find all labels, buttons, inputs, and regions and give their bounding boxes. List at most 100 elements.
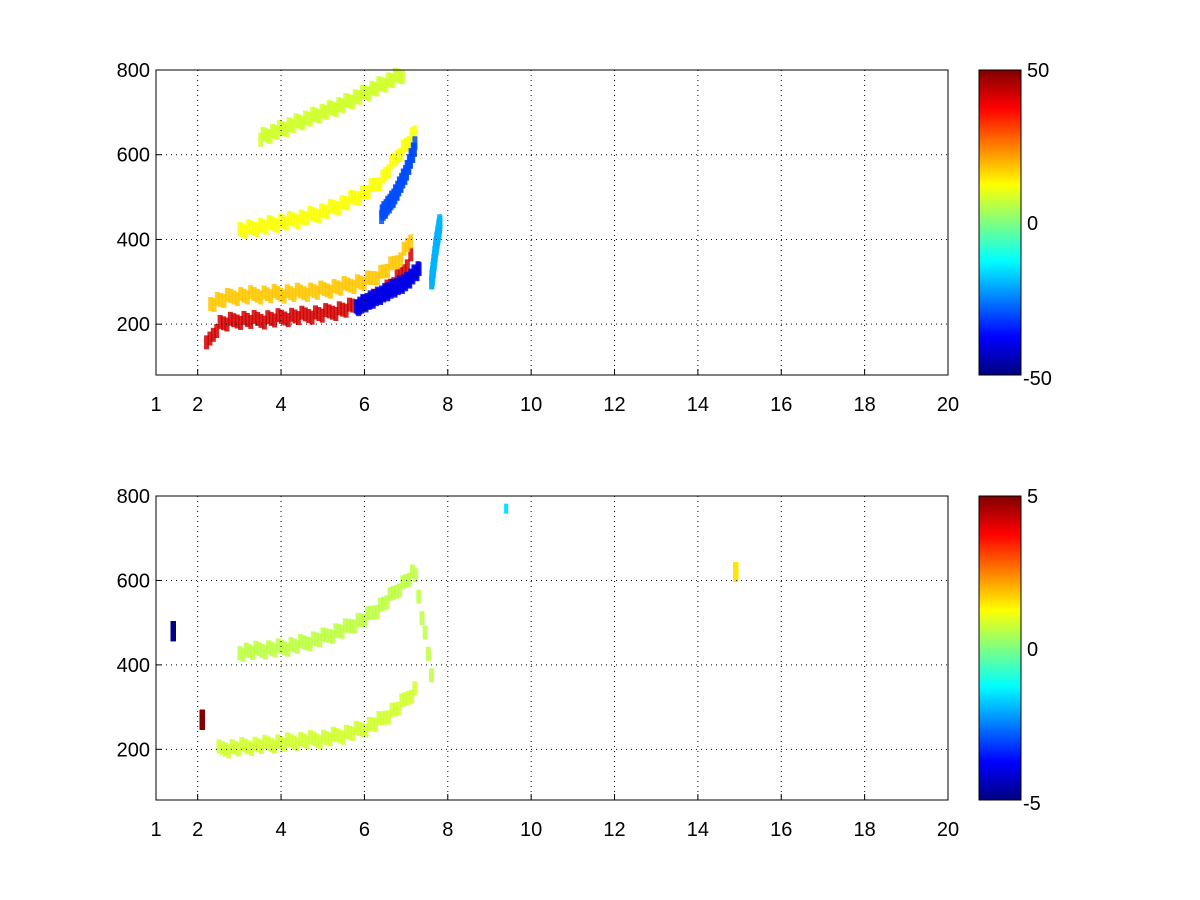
heatmap-cell [318,280,324,295]
heatmap-cell [358,275,364,290]
heatmap-cell [396,701,402,716]
heatmap-cell [227,311,233,326]
heatmap-cell [324,731,330,746]
top-grid [156,70,948,375]
top-heatmap-cells [204,67,443,350]
heatmap-cell [260,219,266,234]
top-axes-box [155,69,949,376]
heatmap-cell [307,730,313,745]
heatmap-cell [321,729,327,744]
heatmap-cell [316,307,322,322]
heatmap-cell [336,624,342,639]
heatmap-cell [254,223,260,238]
heatmap-cell [334,280,340,295]
heatmap-cell [288,637,294,652]
x-tick-label: 16 [770,819,792,841]
heatmap-cell [368,178,374,193]
heatmap-cell [282,641,288,656]
heatmap-cell [412,125,418,140]
heatmap-cell [239,737,245,752]
heatmap-cell [392,702,398,717]
heatmap-cell [360,722,366,737]
heatmap-cell [330,629,336,644]
heatmap-cell [286,210,292,225]
heatmap-cell [319,203,325,218]
heatmap-cell [333,623,339,638]
heatmap-cell [393,584,399,599]
heatmap-cell [321,204,327,219]
heatmap-cell [291,287,297,302]
heatmap-cell [307,637,313,652]
heatmap-cell [257,217,263,232]
heatmap-cell [326,628,332,643]
heatmap-cell [341,276,347,291]
heatmap-cell [349,619,355,634]
heatmap-cell [291,735,297,750]
heatmap-cell [268,289,274,304]
heatmap-cell [218,292,224,307]
heatmap-cell [333,200,339,215]
heatmap-cell [259,643,265,658]
heatmap-cell [374,271,380,286]
heatmap-cell [278,287,284,302]
heatmap-cell [338,281,344,296]
heatmap-cell [211,297,217,312]
heatmap-cell [304,636,310,651]
heatmap-cell [258,290,264,305]
heatmap-cell [352,619,358,634]
heatmap-cell [241,288,247,303]
heatmap-cell [412,136,418,151]
heatmap-cell [404,259,410,274]
heatmap-cell [237,221,243,236]
heatmap-cell [365,185,371,200]
bottom-x-ticks: 1 2 4 6 8 10 12 14 16 18 20 [150,794,959,841]
heatmap-cell [253,640,259,655]
heatmap-cell [258,313,264,328]
heatmap-cell [266,215,272,230]
heatmap-cell [394,149,400,164]
heatmap-cell [292,213,298,228]
heatmap-cell [301,733,307,748]
heatmap-cell [392,152,398,167]
heatmap-cell [323,628,329,643]
heatmap-cell [377,597,383,612]
heatmap-cell [307,205,313,220]
heatmap-cell [265,310,271,325]
bottom-y-ticks: 200 400 600 800 [117,486,162,761]
heatmap-cell [314,632,320,647]
heatmap-cell [204,335,210,350]
heatmap-cell [308,282,314,297]
heatmap-cell [269,216,275,231]
heatmap-cell [268,311,274,326]
heatmap-cell [242,738,248,753]
heatmap-cell [274,285,280,300]
heatmap-cell [340,302,346,317]
heatmap-cell [361,276,367,291]
heatmap-cell [342,196,348,211]
heatmap-cell [402,692,408,707]
heatmap-cell [377,177,383,192]
heatmap-cell [409,689,415,704]
heatmap-cell [262,734,268,749]
x-tick-label: 4 [275,394,286,416]
heatmap-cell [261,285,267,300]
heatmap-cell [199,711,205,726]
heatmap-cell [207,331,213,346]
heatmap-cell [281,215,287,230]
heatmap-cell [298,209,304,224]
heatmap-cell [266,640,272,655]
heatmap-cell [319,308,325,323]
heatmap-cell [251,286,257,301]
heatmap-cell [398,267,404,282]
heatmap-cell [416,589,422,604]
heatmap-cell [245,740,251,755]
heatmap-cell [223,742,229,757]
heatmap-cell [342,618,348,633]
top-x-ticks: 1 2 4 6 8 10 12 14 16 18 20 [150,369,959,416]
heatmap-cell [272,739,278,754]
heatmap-cell [351,190,357,205]
heatmap-cell [304,211,310,226]
heatmap-cell [343,303,349,318]
heatmap-cell [344,277,350,292]
heatmap-cell [240,647,246,662]
